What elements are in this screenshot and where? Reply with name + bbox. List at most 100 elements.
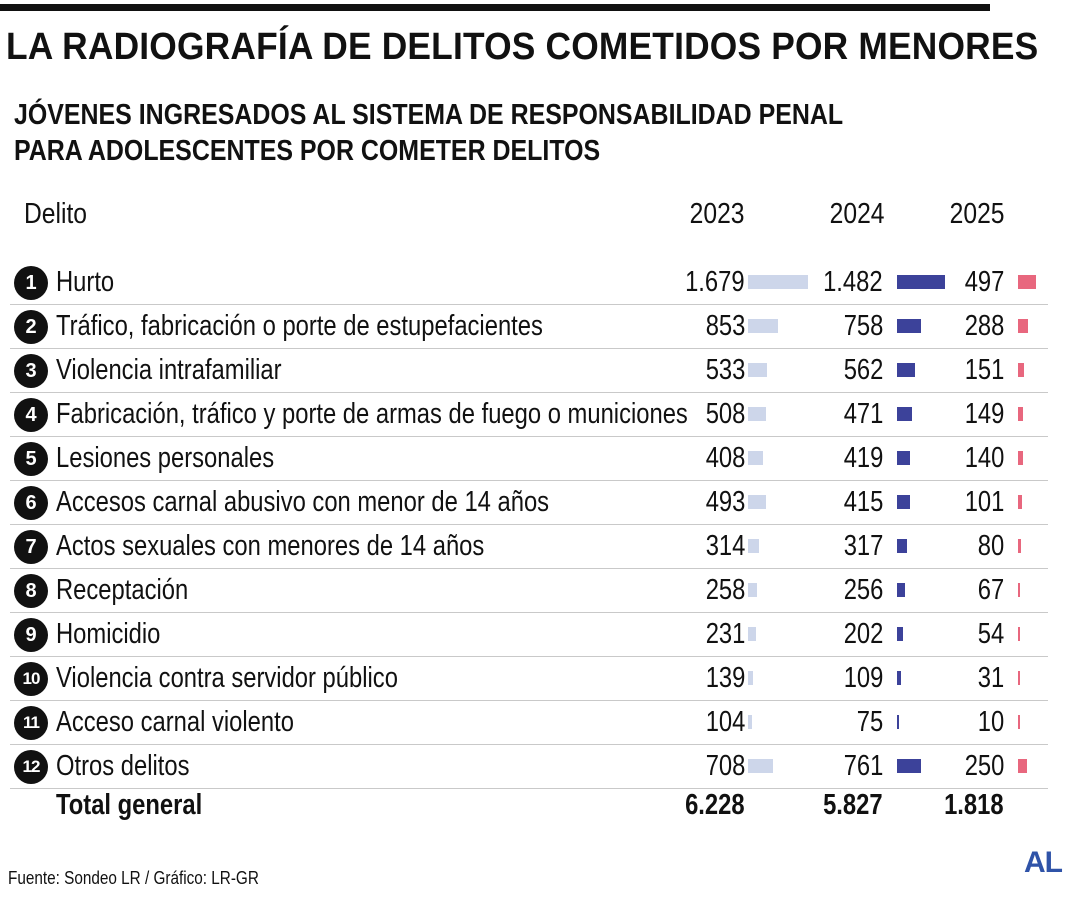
bar-2023 [748, 495, 766, 509]
table-row: 10 Violencia contra servidor público 139 10… [10, 657, 1048, 701]
value-2024: 109 [843, 662, 883, 694]
rank-badge: 10 [14, 662, 48, 696]
row-divider [10, 480, 1048, 481]
value-2025: 10 [977, 706, 1004, 738]
publisher-logo: AL [1024, 846, 1063, 879]
subtitle-line-2: PARA ADOLESCENTES POR COMETER DELITOS [14, 135, 601, 167]
value-2023: 139 [705, 662, 745, 694]
value-2024: 562 [843, 354, 883, 386]
rank-badge: 4 [14, 398, 48, 432]
rank-badge: 6 [14, 486, 48, 520]
total-2023: 6.228 [685, 789, 745, 821]
bar-2025 [1018, 671, 1020, 685]
value-2023: 231 [705, 618, 745, 650]
table-row: 5 Lesiones personales 408 419 140 [10, 437, 1048, 481]
value-2025: 54 [977, 618, 1004, 650]
row-divider [10, 436, 1048, 437]
bar-2024 [897, 319, 921, 333]
table-row: 7 Actos sexuales con menores de 14 años 31… [10, 525, 1048, 569]
delito-label: Accesos carnal abusivo con menor de 14 a… [56, 486, 550, 518]
bar-2024 [897, 583, 905, 597]
value-2025: 80 [977, 530, 1004, 562]
row-divider [10, 348, 1048, 349]
value-2025: 250 [964, 750, 1004, 782]
value-2023: 853 [705, 310, 745, 342]
value-2023: 508 [705, 398, 745, 430]
value-2023: 258 [705, 574, 745, 606]
value-2023: 708 [705, 750, 745, 782]
value-2024: 419 [843, 442, 883, 474]
bar-2023 [748, 759, 773, 773]
total-row: Total general 6.228 5.827 1.818 [10, 784, 1048, 830]
value-2025: 149 [964, 398, 1004, 430]
bar-2024 [897, 759, 921, 773]
header-2023: 2023 [690, 198, 745, 230]
bar-2024 [897, 275, 945, 289]
row-divider [10, 656, 1048, 657]
rank-badge: 9 [14, 618, 48, 652]
delito-label: Acceso carnal violento [56, 706, 294, 738]
bar-2025 [1018, 363, 1024, 377]
table-row: 2 Tráfico, fabricación o porte de estupef… [10, 305, 1048, 349]
rank-badge: 8 [14, 574, 48, 608]
rank-badge: 7 [14, 530, 48, 564]
row-divider [10, 568, 1048, 569]
value-2024: 758 [843, 310, 883, 342]
row-divider [10, 700, 1048, 701]
bar-2024 [897, 627, 903, 641]
bar-2023 [748, 319, 778, 333]
table-row: 4 Fabricación, tráfico y porte de armas d… [10, 393, 1048, 437]
bar-2025 [1018, 319, 1028, 333]
value-2025: 140 [964, 442, 1004, 474]
header-2025: 2025 [950, 198, 1005, 230]
bar-2024 [897, 495, 910, 509]
value-2024: 471 [843, 398, 883, 430]
value-2024: 1.482 [823, 266, 883, 298]
delito-label: Homicidio [56, 618, 161, 650]
rank-badge: 1 [14, 266, 48, 300]
value-2023: 314 [705, 530, 745, 562]
value-2024: 415 [843, 486, 883, 518]
value-2025: 101 [964, 486, 1004, 518]
total-label: Total general [56, 789, 203, 821]
value-2025: 288 [964, 310, 1004, 342]
delito-label: Fabricación, tráfico y porte de armas de… [56, 398, 688, 430]
table-row: 8 Receptación 258 256 67 [10, 569, 1048, 613]
top-rule [0, 4, 990, 11]
bar-2025 [1018, 583, 1020, 597]
bar-2023 [748, 363, 767, 377]
value-2025: 67 [977, 574, 1004, 606]
bar-2024 [897, 451, 910, 465]
rank-badge: 3 [14, 354, 48, 388]
value-2024: 256 [843, 574, 883, 606]
bar-2024 [897, 407, 912, 421]
table-row: 3 Violencia intrafamiliar 533 562 151 [10, 349, 1048, 393]
bar-2025 [1018, 275, 1036, 289]
source-note: Fuente: Sondeo LR / Gráfico: LR-GR [8, 868, 259, 888]
value-2025: 151 [964, 354, 1004, 386]
bar-2024 [897, 539, 907, 553]
bar-2024 [897, 715, 899, 729]
bar-2023 [748, 407, 766, 421]
value-2025: 497 [964, 266, 1004, 298]
bar-2023 [748, 451, 763, 465]
value-2025: 31 [977, 662, 1004, 694]
table-row: 9 Homicidio 231 202 54 [10, 613, 1048, 657]
bar-2025 [1018, 539, 1021, 553]
bar-2025 [1018, 407, 1023, 421]
value-2023: 533 [705, 354, 745, 386]
bar-2025 [1018, 451, 1023, 465]
bar-2025 [1018, 715, 1020, 729]
rank-badge: 11 [14, 706, 48, 740]
bar-2025 [1018, 627, 1020, 641]
value-2024: 317 [843, 530, 883, 562]
bar-2023 [748, 275, 808, 289]
delito-label: Tráfico, fabricación o porte de estupefa… [56, 310, 543, 342]
bar-2024 [897, 363, 915, 377]
subtitle-line-1: JÓVENES INGRESADOS AL SISTEMA DE RESPONS… [14, 99, 844, 131]
bar-2025 [1018, 495, 1022, 509]
delito-label: Receptación [56, 574, 189, 606]
row-divider [10, 788, 1048, 789]
rank-badge: 12 [14, 750, 48, 784]
bar-2023 [748, 715, 752, 729]
